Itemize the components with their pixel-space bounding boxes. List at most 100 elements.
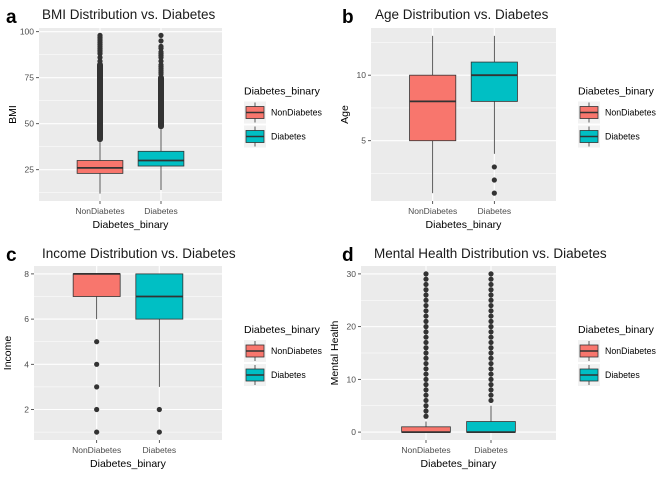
- x-tick-label: Diabetes: [478, 206, 512, 216]
- outlier-point: [488, 350, 494, 356]
- box-nondiabetes: [401, 271, 451, 433]
- outlier-point: [488, 313, 494, 319]
- outlier-point: [423, 408, 429, 414]
- outlier-point: [488, 308, 494, 314]
- x-tick-label: NonDiabetes: [408, 206, 457, 216]
- outlier-point: [488, 302, 494, 309]
- outlier-point: [488, 360, 494, 367]
- legend-entry-nondiabetes: NonDiabetes: [578, 340, 656, 362]
- y-tick-label: 6: [24, 314, 29, 324]
- x-tick-label: Diabetes: [474, 445, 508, 455]
- outlier-point: [423, 392, 429, 398]
- outlier-point: [488, 345, 494, 351]
- legend-entry-diabetes: Diabetes: [578, 125, 640, 148]
- panel-title: Mental Health Distribution vs. Diabetes: [374, 246, 607, 261]
- outlier-point: [423, 355, 429, 361]
- outlier-point: [488, 339, 494, 346]
- outlier-point: [488, 271, 494, 277]
- y-tick-label: 100: [20, 27, 34, 37]
- outlier-point: [488, 297, 494, 303]
- y-tick-label: 25: [25, 165, 35, 175]
- panel-title: Income Distribution vs. Diabetes: [42, 246, 236, 261]
- outlier-point: [488, 281, 494, 288]
- x-tick-label: Diabetes: [144, 206, 178, 216]
- y-tick-label: 30: [347, 269, 357, 279]
- outlier-point: [97, 54, 103, 61]
- box-iqr: [72, 273, 121, 297]
- outlier-point: [423, 318, 429, 324]
- legend-title: Diabetes_binary: [244, 324, 321, 336]
- outlier-point: [423, 371, 429, 377]
- x-axis-title: Diabetes_binary: [426, 219, 503, 231]
- outlier-point: [423, 276, 429, 282]
- outlier-point: [488, 371, 494, 377]
- y-tick-label: 10: [347, 374, 357, 384]
- outlier-point: [488, 324, 494, 330]
- legend-label: NonDiabetes: [605, 346, 656, 356]
- outlier-point: [488, 382, 494, 388]
- outlier-point: [423, 350, 429, 356]
- legend: Diabetes_binary NonDiabetes Diabetes: [244, 86, 322, 148]
- panel-a: a BMI Distribution vs. Diabetes 25 50 75 100 N…: [6, 7, 322, 231]
- x-tick-label: Diabetes: [143, 445, 177, 455]
- y-tick-label: 50: [25, 119, 35, 129]
- box-nondiabetes: [409, 35, 457, 194]
- x-axis-title: Diabetes_binary: [421, 458, 498, 470]
- box-nondiabetes: [76, 32, 124, 194]
- y-tick-label: 8: [24, 269, 29, 279]
- outlier-point: [423, 366, 429, 372]
- panel-b: b Age Distribution vs. Diabetes 5 10 NonDiab…: [339, 7, 656, 231]
- outlier-point: [488, 355, 494, 361]
- outlier-point: [423, 271, 429, 277]
- legend-entry-nondiabetes: NonDiabetes: [244, 340, 322, 362]
- outlier-point: [488, 387, 494, 393]
- plot-background: [39, 28, 222, 201]
- legend-label: Diabetes: [605, 132, 640, 142]
- outlier-point: [158, 62, 164, 68]
- outlier-point: [423, 382, 429, 388]
- outlier-point: [423, 292, 429, 298]
- legend-label: NonDiabetes: [271, 346, 322, 356]
- legend-entry-nondiabetes: NonDiabetes: [244, 101, 322, 124]
- x-axis-title: Diabetes_binary: [93, 219, 170, 231]
- outlier-point: [423, 281, 429, 288]
- outlier-point: [94, 406, 100, 413]
- outlier-point: [156, 406, 162, 413]
- outlier-point: [423, 308, 429, 314]
- box-diabetes: [137, 32, 185, 190]
- panel-tag: c: [6, 245, 17, 266]
- outlier-point: [491, 164, 497, 170]
- outlier-point: [423, 360, 429, 367]
- box-diabetes: [135, 273, 184, 435]
- legend-label: NonDiabetes: [271, 108, 322, 118]
- panel-tag: d: [342, 245, 354, 266]
- outlier-band: [97, 61, 103, 143]
- outlier-point: [423, 329, 429, 335]
- y-tick-label: 4: [24, 359, 29, 369]
- x-tick-label: NonDiabetes: [72, 445, 121, 455]
- legend-label: Diabetes: [271, 370, 306, 380]
- outlier-point: [488, 318, 494, 324]
- legend-entry-nondiabetes: NonDiabetes: [578, 101, 656, 124]
- outlier-point: [158, 32, 164, 38]
- outlier-point: [423, 403, 429, 409]
- box-iqr: [76, 160, 124, 174]
- outlier-point: [423, 339, 429, 346]
- outlier-point: [97, 32, 103, 38]
- panel-title: BMI Distribution vs. Diabetes: [42, 7, 216, 22]
- outlier-point: [491, 190, 497, 196]
- box-diabetes: [466, 271, 516, 433]
- outlier-point: [488, 329, 494, 335]
- panel-d: d Mental Health Distribution vs. Diabetes…: [329, 245, 656, 470]
- outlier-point: [488, 287, 494, 293]
- outlier-point: [423, 313, 429, 319]
- outlier-band: [158, 74, 164, 130]
- x-tick-label: NonDiabetes: [75, 206, 124, 216]
- legend-title: Diabetes_binary: [578, 86, 655, 98]
- box-iqr: [470, 61, 518, 102]
- y-axis-title: Age: [339, 105, 351, 124]
- box-iqr: [466, 421, 516, 433]
- outlier-point: [423, 345, 429, 351]
- outlier-point: [423, 413, 429, 419]
